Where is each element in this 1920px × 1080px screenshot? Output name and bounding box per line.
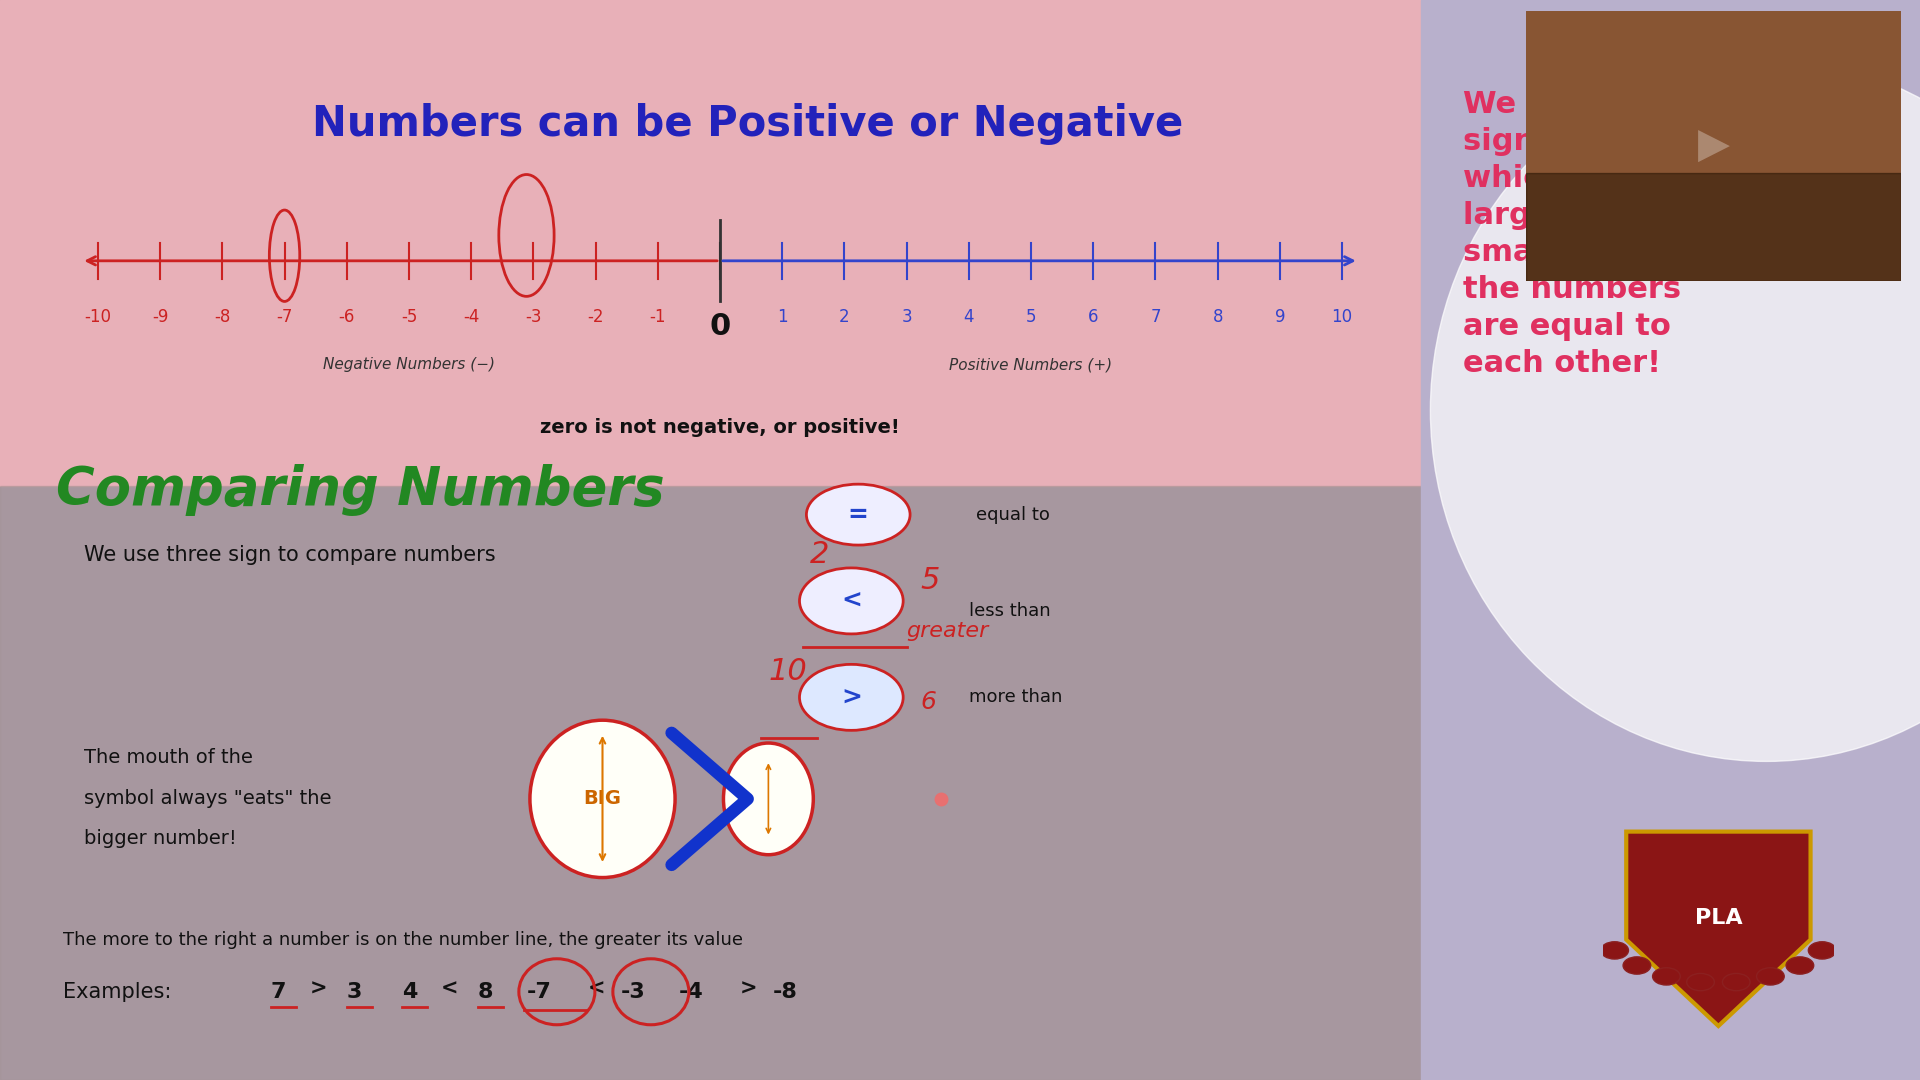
Bar <box>0 0 1478 486</box>
Ellipse shape <box>1601 942 1628 959</box>
Text: 5: 5 <box>920 566 939 595</box>
Text: Examples:: Examples: <box>63 982 171 1001</box>
Ellipse shape <box>1653 968 1680 985</box>
Text: Numbers can be Positive or Negative: Numbers can be Positive or Negative <box>313 103 1183 145</box>
Text: <: < <box>442 978 459 999</box>
Text: -4: -4 <box>463 308 480 325</box>
Bar <box>1421 0 1920 1080</box>
Text: =: = <box>849 502 868 527</box>
Text: -7: -7 <box>526 982 551 1001</box>
Text: We use three sign to compare numbers: We use three sign to compare numbers <box>84 545 495 565</box>
Text: less than: less than <box>970 602 1050 620</box>
Text: 6: 6 <box>920 690 937 715</box>
Bar <box>1526 173 1901 281</box>
Text: 6: 6 <box>1089 308 1098 325</box>
Ellipse shape <box>1809 942 1836 959</box>
Ellipse shape <box>799 664 902 730</box>
Text: -9: -9 <box>152 308 169 325</box>
Polygon shape <box>1626 832 1811 1026</box>
Text: 2: 2 <box>810 540 829 569</box>
Text: Positive Numbers (+): Positive Numbers (+) <box>950 357 1112 373</box>
Text: 0: 0 <box>708 311 732 340</box>
Text: 5: 5 <box>1025 308 1037 325</box>
Text: -8: -8 <box>772 982 797 1001</box>
Text: >: > <box>739 978 756 999</box>
Ellipse shape <box>1430 59 1920 761</box>
Text: Negative Numbers (−): Negative Numbers (−) <box>323 357 495 373</box>
Ellipse shape <box>724 743 814 854</box>
Text: ▶: ▶ <box>1697 125 1730 166</box>
Bar <box>0 486 1478 1080</box>
Text: The mouth of the: The mouth of the <box>84 748 253 767</box>
Text: <: < <box>588 978 605 999</box>
Text: -10: -10 <box>84 308 111 325</box>
Text: 2: 2 <box>839 308 851 325</box>
Text: The more to the right a number is on the number line, the greater its value: The more to the right a number is on the… <box>63 931 743 949</box>
Text: -5: -5 <box>401 308 417 325</box>
Text: >: > <box>309 978 326 999</box>
Text: 8: 8 <box>1212 308 1223 325</box>
Ellipse shape <box>1757 968 1784 985</box>
Text: 7: 7 <box>1150 308 1162 325</box>
Text: 3: 3 <box>900 308 912 325</box>
Bar <box>29 32 1411 205</box>
Text: zero is not negative, or positive!: zero is not negative, or positive! <box>540 418 900 437</box>
Text: symbol always "eats" the: symbol always "eats" the <box>84 788 332 808</box>
Text: -7: -7 <box>276 308 292 325</box>
Text: -3: -3 <box>526 308 541 325</box>
Text: equal to: equal to <box>975 505 1050 524</box>
Text: 8: 8 <box>478 982 493 1001</box>
Ellipse shape <box>806 484 910 545</box>
Ellipse shape <box>799 568 902 634</box>
Text: more than: more than <box>970 688 1062 706</box>
Text: 4: 4 <box>964 308 973 325</box>
Text: 3: 3 <box>348 982 363 1001</box>
Text: bigger number!: bigger number! <box>84 829 236 848</box>
Text: 10: 10 <box>768 658 806 687</box>
Text: -1: -1 <box>649 308 666 325</box>
Text: 9: 9 <box>1275 308 1284 325</box>
Text: <: < <box>841 589 862 613</box>
Text: -2: -2 <box>588 308 603 325</box>
Text: PLA: PLA <box>1695 908 1741 928</box>
Text: -4: -4 <box>678 982 703 1001</box>
Text: We use these
signs to tell
which is
larger or
smaller, or if
the numbers
are equ: We use these signs to tell which is larg… <box>1463 90 1693 378</box>
Ellipse shape <box>1722 973 1751 990</box>
Text: 1: 1 <box>778 308 787 325</box>
Ellipse shape <box>1786 957 1814 974</box>
Text: 7: 7 <box>271 982 286 1001</box>
Text: -6: -6 <box>338 308 355 325</box>
Text: >: > <box>841 686 862 710</box>
Ellipse shape <box>1622 957 1651 974</box>
Text: -8: -8 <box>215 308 230 325</box>
Text: -3: -3 <box>620 982 645 1001</box>
Text: Comparing Numbers: Comparing Numbers <box>56 464 664 516</box>
Text: BIG: BIG <box>584 789 622 808</box>
Text: 4: 4 <box>401 982 417 1001</box>
Text: greater: greater <box>906 621 989 642</box>
Text: 10: 10 <box>1331 308 1354 325</box>
Ellipse shape <box>530 720 676 878</box>
Ellipse shape <box>1686 973 1715 990</box>
